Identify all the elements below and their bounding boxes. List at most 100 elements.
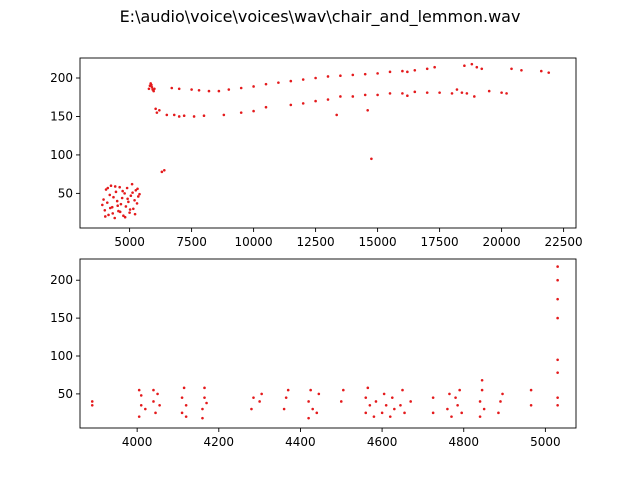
data-point — [463, 64, 466, 67]
data-point — [406, 94, 409, 97]
data-point — [197, 89, 201, 92]
top-plot-panel: 5000 7500 10000 12500 15000 17500 20000 22500 50… — [50, 57, 583, 249]
data-point — [129, 194, 133, 197]
data-point — [203, 396, 206, 399]
data-point — [277, 81, 280, 84]
data-point — [351, 73, 355, 77]
data-point — [520, 69, 523, 72]
data-point — [205, 401, 208, 405]
data-point — [182, 386, 186, 390]
data-point — [289, 103, 293, 107]
x-tick-label: 4800 — [448, 435, 479, 449]
data-point — [258, 400, 261, 403]
data-point — [425, 91, 429, 94]
y-tick-label: 100 — [50, 148, 73, 162]
data-point — [448, 392, 451, 396]
y-tick-label: 100 — [50, 349, 73, 363]
x-tick-label: 22500 — [545, 235, 583, 249]
data-point — [177, 87, 181, 91]
data-point — [374, 400, 378, 403]
data-point — [556, 403, 559, 407]
data-point — [122, 214, 125, 217]
data-point — [497, 411, 500, 415]
data-point — [456, 403, 459, 407]
x-tick-label: 10000 — [235, 235, 273, 249]
data-point — [180, 411, 184, 415]
data-point — [401, 92, 404, 95]
data-point — [282, 407, 286, 411]
data-point — [309, 388, 312, 392]
data-point — [252, 396, 255, 399]
x-tick-label: 4200 — [204, 435, 235, 449]
data-point — [399, 403, 402, 407]
data-point — [372, 415, 376, 418]
y-tick-label: 200 — [50, 71, 73, 85]
data-point — [101, 203, 104, 207]
data-point — [158, 109, 161, 112]
figure-title: E:\audio\voice\voices\wav\chair_and_lemm… — [119, 7, 521, 26]
data-point — [132, 207, 135, 211]
data-point — [202, 114, 206, 117]
data-point — [401, 69, 404, 73]
data-point — [556, 265, 559, 268]
data-point — [152, 89, 155, 93]
data-point — [125, 186, 129, 190]
data-point — [160, 170, 164, 174]
x-tick-label: 4400 — [285, 435, 316, 449]
data-point — [556, 316, 559, 320]
data-point — [113, 216, 117, 220]
data-point — [413, 69, 417, 72]
data-point — [135, 202, 139, 205]
data-point — [201, 416, 204, 420]
data-point — [239, 111, 243, 114]
data-point — [556, 278, 559, 282]
data-point — [314, 76, 317, 80]
data-point — [450, 92, 454, 95]
data-point — [192, 115, 196, 118]
data-point — [339, 400, 343, 403]
data-point — [150, 85, 154, 89]
data-point — [136, 187, 139, 191]
data-point — [539, 69, 543, 73]
data-point — [317, 392, 321, 396]
data-point — [351, 95, 355, 98]
data-point — [201, 407, 204, 411]
data-point — [133, 199, 136, 202]
data-point — [184, 415, 188, 418]
data-point — [123, 192, 126, 195]
data-point — [480, 388, 484, 392]
data-point — [217, 89, 221, 93]
data-point — [431, 396, 435, 399]
data-point — [139, 403, 143, 407]
data-point — [529, 388, 533, 392]
data-point — [190, 88, 193, 91]
x-tick-label: 4600 — [367, 435, 398, 449]
data-point — [260, 392, 263, 396]
data-point — [390, 396, 394, 399]
data-point — [315, 411, 319, 415]
data-point — [326, 98, 330, 101]
data-point — [106, 186, 110, 190]
data-point — [409, 400, 412, 403]
data-point — [113, 185, 117, 188]
data-point — [123, 215, 127, 219]
data-point — [388, 70, 392, 74]
data-point — [158, 403, 161, 407]
data-point — [446, 407, 449, 411]
data-point — [112, 195, 115, 199]
data-point — [165, 113, 169, 117]
data-point — [505, 92, 508, 95]
data-point — [307, 416, 310, 420]
data-point — [450, 415, 453, 418]
y-tick-label: 150 — [50, 109, 73, 123]
data-point — [501, 392, 504, 396]
data-point — [455, 88, 459, 91]
data-point — [431, 411, 435, 415]
data-point — [156, 392, 159, 396]
data-point — [111, 212, 115, 215]
data-point — [364, 396, 368, 399]
data-point — [388, 415, 392, 418]
axes-frame — [79, 57, 577, 229]
data-point — [124, 205, 128, 208]
